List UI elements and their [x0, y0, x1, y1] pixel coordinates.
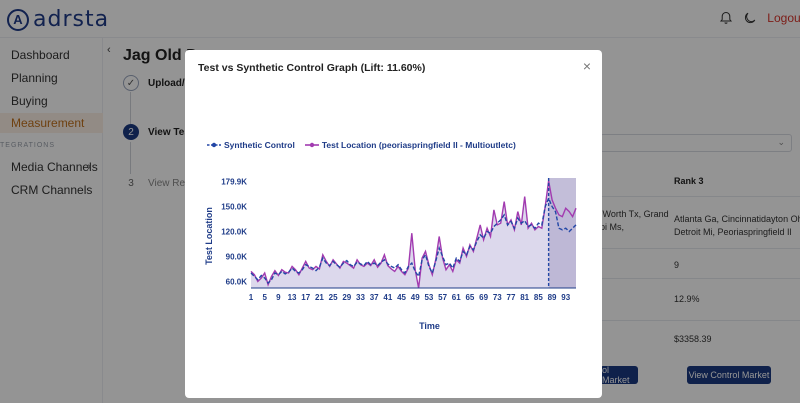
series-line-test-location	[250, 180, 577, 289]
x-tick-label: 49	[411, 293, 420, 302]
logo-icon: A	[7, 8, 29, 31]
x-tick-label: 1	[249, 293, 254, 302]
y-axis-title: Test Location	[204, 207, 214, 265]
legend-item-synthetic[interactable]: Synthetic Control	[207, 140, 295, 150]
x-tick-label: 93	[561, 293, 570, 302]
x-tick-label: 33	[356, 293, 365, 302]
series-area	[251, 180, 576, 288]
y-tick-label: 150.0K	[221, 203, 247, 212]
table-cell: $3358.39	[674, 334, 712, 344]
legend-line-icon	[304, 142, 319, 148]
table-cell: 9	[674, 260, 680, 270]
y-tick-label: 60.0K	[226, 277, 248, 286]
sidebar-item-label: Media Channels	[11, 160, 98, 174]
collapse-sidebar-icon[interactable]: ‹	[107, 44, 111, 56]
line-chart: 60.0K 90.0K 120.0K 150.0K 179.9K 1 5 9 13 17 21 25 2…	[204, 178, 577, 331]
step-3-number: 3	[123, 175, 139, 191]
results-table: Rank 3	[600, 163, 800, 358]
sidebar-item-media-channels[interactable]: Media Channels ›	[0, 157, 103, 177]
step-1-check-icon: ✓	[123, 75, 139, 91]
table-cell: Worth Tx, Grand pi Ms,	[600, 209, 669, 232]
x-tick-label: 41	[383, 293, 392, 302]
sidebar-item-buying[interactable]: Buying	[11, 94, 48, 108]
x-tick-label: 21	[315, 293, 324, 302]
top-bar: A adrsta Logout	[0, 0, 800, 38]
x-tick-label: 25	[329, 293, 338, 302]
x-tick-label: 17	[301, 293, 310, 302]
series-line-synthetic-control	[250, 196, 577, 285]
x-tick-label: 5	[262, 293, 267, 302]
logo-text: adrsta	[33, 7, 110, 32]
bell-icon[interactable]	[719, 11, 733, 25]
x-tick-label: 85	[534, 293, 543, 302]
x-tick-label: 53	[424, 293, 433, 302]
view-control-market-button[interactable]: ol Market	[600, 365, 638, 385]
x-tick-label: 13	[288, 293, 297, 302]
legend-line-icon	[207, 142, 221, 148]
sidebar: Dashboard Planning Buying Measurement TE…	[0, 38, 103, 403]
table-cell: 12.9%	[674, 294, 700, 304]
x-axis-title: Time	[419, 321, 440, 331]
table-divider	[600, 248, 800, 249]
y-tick-label: 120.0K	[221, 228, 247, 237]
table-divider	[600, 196, 800, 197]
y-tick-label: 179.9K	[221, 178, 247, 187]
sidebar-item-dashboard[interactable]: Dashboard	[11, 48, 70, 62]
test-period-shade	[548, 178, 576, 288]
x-tick-label: 45	[397, 293, 406, 302]
sidebar-item-measurement[interactable]: Measurement	[0, 113, 103, 133]
legend-item-test[interactable]: Test Location (peoriaspringfield Il - Mu…	[304, 140, 516, 150]
x-tick-label: 9	[276, 293, 281, 302]
step-2-number: 2	[123, 124, 139, 140]
moon-icon[interactable]	[743, 11, 757, 25]
y-tick-label: 90.0K	[226, 252, 248, 261]
chevron-right-icon: ›	[87, 161, 91, 173]
x-tick-label: 57	[438, 293, 447, 302]
modal-title: Test vs Synthetic Control Graph (Lift: 1…	[198, 62, 426, 74]
table-divider	[600, 278, 800, 279]
legend-label: Test Location (peoriaspringfield Il - Mu…	[321, 140, 516, 150]
x-tick-label: 61	[452, 293, 461, 302]
x-tick-label: 77	[507, 293, 516, 302]
chevron-down-icon: ⌄	[777, 137, 785, 147]
x-tick-label: 37	[370, 293, 379, 302]
logout-link[interactable]: Logout	[767, 11, 800, 25]
x-tick-label: 81	[520, 293, 529, 302]
table-divider	[600, 320, 800, 321]
sidebar-item-planning[interactable]: Planning	[11, 71, 58, 85]
step-connector	[130, 92, 131, 124]
close-icon[interactable]: ×	[582, 58, 591, 74]
step-1-label[interactable]: Upload/ C	[148, 78, 195, 89]
view-control-market-button[interactable]: View Control Market	[687, 366, 771, 384]
x-tick-label: 89	[548, 293, 557, 302]
app-logo[interactable]: A adrsta	[7, 7, 109, 32]
step-3-label[interactable]: View Resu	[148, 178, 196, 189]
chart-modal: Test vs Synthetic Control Graph (Lift: 1…	[185, 50, 602, 398]
sidebar-section-integrations: TEGRATIONS	[0, 142, 55, 149]
chart-legend: Synthetic Control Test Location (peorias…	[207, 140, 516, 150]
x-tick-label: 29	[342, 293, 351, 302]
rank3-header: Rank 3	[674, 176, 704, 186]
step-2-label[interactable]: View Test	[148, 127, 194, 138]
x-tick-label: 73	[493, 293, 502, 302]
table-cell: Atlanta Ga, Cincinnatidayton Oh, Detroit…	[674, 214, 800, 237]
x-tick-label: 69	[479, 293, 488, 302]
x-tick-label: 65	[465, 293, 474, 302]
step-connector	[130, 142, 131, 174]
legend-label: Synthetic Control	[224, 140, 295, 150]
sidebar-item-crm-channels[interactable]: CRM Channels	[11, 183, 93, 197]
